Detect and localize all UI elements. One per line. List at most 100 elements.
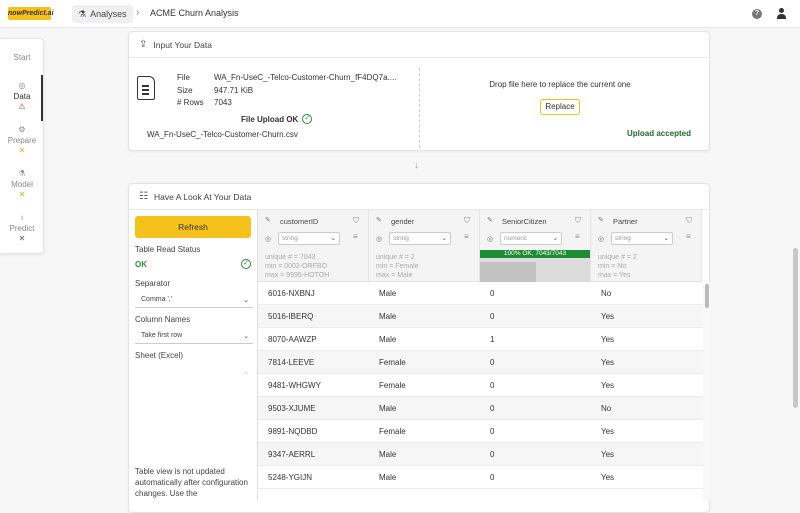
chevron-down-icon: ⌄	[441, 235, 447, 242]
edit-icon[interactable]: ✎	[487, 217, 493, 224]
chevron-right-icon: ›	[136, 7, 140, 18]
size-value: 947.71 KiB	[214, 86, 254, 95]
cell-seniorcitizen: 0	[490, 312, 495, 321]
table-row[interactable]: 7814-LEEVE Female 0 Yes	[258, 351, 703, 374]
data-table: ✎ customerID ⛉ ◎ string ⌄ ≡ unique # = 70…	[257, 210, 703, 500]
user-icon[interactable]	[776, 8, 786, 20]
flask-icon: ⚗	[18, 169, 26, 178]
filter-icon[interactable]: ⛉	[575, 216, 581, 225]
cell-gender: Male	[379, 335, 397, 344]
separator-label: Separator	[135, 279, 171, 288]
read-status-value: OK	[135, 259, 147, 269]
cell-seniorcitizen: 0	[490, 358, 495, 367]
edit-icon[interactable]: ✎	[376, 217, 382, 224]
scrollbar-thumb[interactable]	[705, 284, 709, 308]
cell-seniorcitizen: 0	[490, 473, 495, 482]
cell-customerid: 9891-NQDBD	[268, 427, 318, 436]
stat-max: max = Yes	[598, 272, 631, 279]
refresh-button[interactable]: Refresh	[135, 216, 251, 238]
column-type-select[interactable]: string ⌄	[611, 232, 673, 245]
cell-gender: Male	[379, 404, 397, 413]
table-row[interactable]: 5016-IBERQ Male 0 Yes	[258, 305, 703, 328]
cross-icon: ✕	[18, 146, 26, 155]
bulb-icon: ♁	[19, 213, 25, 222]
flask-icon: ⚗	[78, 9, 87, 19]
stat-unique: unique # = 2	[598, 254, 637, 261]
column-header-gender: ✎ gender ⛉ ◎ string ⌄ ≡ unique # = 2 min …	[369, 210, 480, 282]
read-status-row: OK ✓	[135, 259, 253, 269]
data-preview-header: ☷ Have A Look At Your Data	[129, 184, 709, 210]
menu-icon[interactable]: ≡	[686, 232, 691, 241]
page-scrollbar[interactable]	[793, 248, 798, 408]
column-type-value: string	[615, 235, 631, 242]
step-start[interactable]: Start	[0, 53, 44, 62]
file-value: WA_Fn-UseC_-Telco-Customer-Churn_fF4DQ7a…	[214, 73, 397, 82]
gear-icon: ⚙	[18, 125, 26, 134]
edit-icon[interactable]: ✎	[265, 217, 271, 224]
drop-zone-text[interactable]: Drop file here to replace the current on…	[489, 80, 631, 89]
app-logo[interactable]: nowPredict.ai	[8, 7, 54, 20]
step-model-label: Model	[11, 180, 33, 189]
table-config-panel: Refresh Table Read Status OK ✓ Separator…	[135, 216, 253, 380]
chevron-down-icon: ⌄	[552, 235, 558, 242]
input-data-card: ⇪ Input Your Data File WA_Fn-UseC_-Telco…	[128, 31, 710, 151]
cell-partner: No	[601, 289, 612, 298]
column-names-select[interactable]: Take first row ⌄	[135, 328, 253, 344]
filter-icon[interactable]: ⛉	[353, 216, 359, 225]
step-prepare-label: Prepare	[7, 136, 37, 145]
column-stats: unique # = 7043 min = 0002-ORFBO max = 9…	[265, 253, 329, 280]
input-data-header: ⇪ Input Your Data	[129, 32, 709, 58]
replace-button[interactable]: Replace	[540, 99, 580, 115]
separator-select[interactable]: Comma ',' ⌄	[135, 292, 253, 308]
step-model[interactable]: ⚗ Model ✕	[0, 169, 44, 199]
step-data[interactable]: ◎ Data ⚠	[0, 81, 44, 111]
table-row[interactable]: 9347-AERRL Male 0 Yes	[258, 443, 703, 466]
menu-icon[interactable]: ≡	[464, 232, 469, 241]
quality-bar: 100% OK, 7043/7043	[480, 250, 590, 258]
chevron-down-icon: ⌄	[663, 235, 669, 242]
column-type-select[interactable]: numeric ⌄	[500, 232, 562, 245]
column-type-value: string	[393, 235, 409, 242]
database-icon: ◎	[598, 236, 605, 243]
edit-icon[interactable]: ✎	[598, 217, 604, 224]
table-row[interactable]: 8070-AAWZP Male 1 Yes	[258, 328, 703, 351]
sheet-select[interactable]: ⌄	[135, 364, 253, 380]
sheet-label: Sheet (Excel)	[135, 351, 184, 360]
menu-icon[interactable]: ≡	[575, 232, 580, 241]
column-header-seniorcitizen: ✎ SeniorCitizen ⛉ ◎ numeric ⌄ ≡ 100% OK, …	[480, 210, 591, 282]
table-scrollbar[interactable]	[703, 282, 711, 500]
table-row[interactable]: 9891-NQDBD Female 0 Yes	[258, 420, 703, 443]
step-prepare[interactable]: ⚙ Prepare ✕	[0, 125, 44, 155]
cell-customerid: 6016-NXBNJ	[268, 289, 315, 298]
filter-icon[interactable]: ⛉	[686, 216, 692, 225]
cell-partner: No	[601, 404, 612, 413]
divider	[419, 68, 420, 148]
help-circle-icon[interactable]: ?	[752, 9, 762, 19]
breadcrumb-analyses[interactable]: ⚗ Analyses	[72, 5, 133, 23]
filter-icon[interactable]: ⛉	[464, 216, 470, 225]
table-row[interactable]: 5248-YGIJN Male 0 Yes	[258, 466, 703, 489]
stat-min: min = Female	[376, 263, 419, 270]
check-circle-icon: ✓	[302, 114, 313, 124]
cross-icon: ✕	[18, 190, 26, 199]
data-preview-title: Have A Look At Your Data	[153, 191, 252, 202]
database-icon: ◎	[265, 236, 272, 243]
stat-max: max = 9995-HOTOH	[265, 272, 330, 279]
column-type-select[interactable]: string ⌄	[278, 232, 340, 245]
step-predict[interactable]: ♁ Predict ✕	[0, 213, 44, 243]
cell-seniorcitizen: 0	[490, 289, 495, 298]
column-type-select[interactable]: string ⌄	[389, 232, 451, 245]
table-view-note: Table view is not updated automatically …	[135, 467, 248, 498]
size-label: Size	[177, 86, 193, 95]
table-row[interactable]: 6016-NXBNJ Male 0 No	[258, 282, 703, 305]
uploaded-filename: WA_Fn-UseC_-Telco-Customer-Churn.csv	[147, 130, 298, 139]
breadcrumb-analyses-label: Analyses	[90, 9, 127, 19]
cell-gender: Female	[379, 427, 406, 436]
cell-seniorcitizen: 0	[490, 404, 495, 413]
menu-icon[interactable]: ≡	[353, 232, 358, 241]
table-row[interactable]: 9481-WHGWY Female 0 Yes	[258, 374, 703, 397]
chevron-down-icon: ⌄	[243, 296, 249, 304]
column-header-partner: ✎ Partner ⛉ ◎ string ⌄ ≡ unique # = 2 min…	[591, 210, 702, 282]
table-row[interactable]: 9503-XJUME Male 0 No	[258, 397, 703, 420]
rows-label: # Rows	[177, 98, 204, 107]
